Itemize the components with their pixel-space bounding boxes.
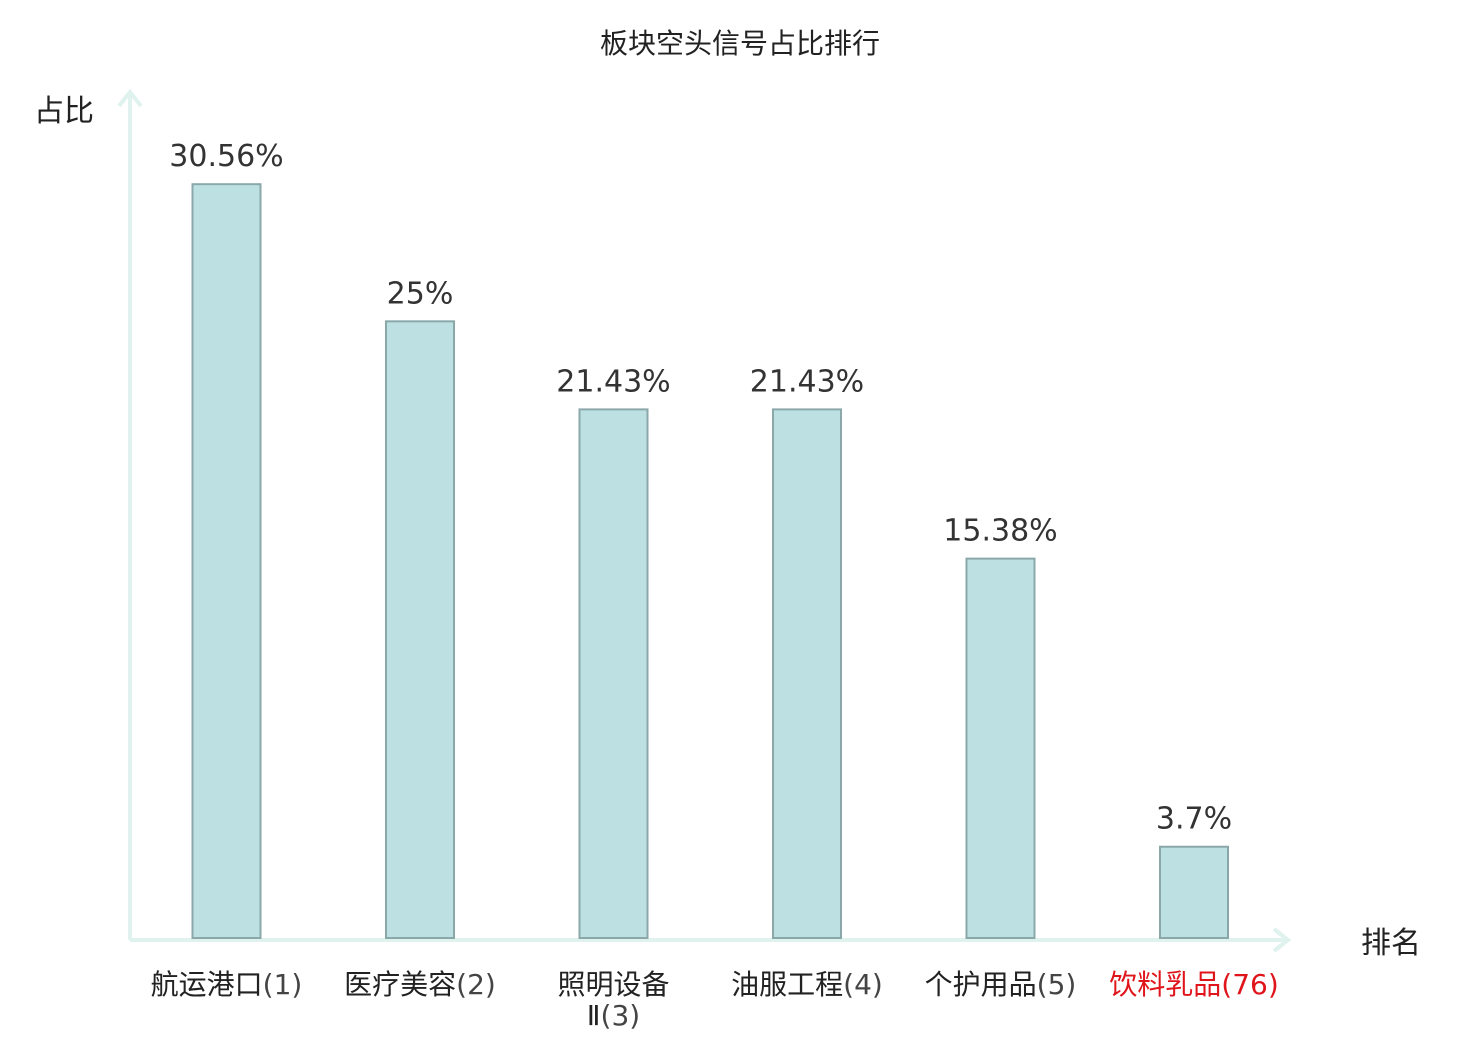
- bar-6: [1159, 845, 1229, 940]
- y-axis-arrow: [117, 88, 143, 108]
- x-tick-label-6: 饮料乳品(76): [1109, 968, 1279, 1001]
- x-tick-label-1: 航运港口(1): [151, 968, 303, 1001]
- bar-1: [191, 183, 262, 940]
- x-tick-label-5: 个护用品(5): [925, 968, 1077, 1001]
- x-tick-label-2: 医疗美容(2): [344, 968, 496, 1001]
- y-axis-label: 占比: [34, 94, 94, 129]
- value-label-1: 30.56%: [169, 139, 283, 174]
- chart-title: 板块空头信号占比排行: [600, 27, 880, 60]
- x-tick-label-4: 油服工程(4): [731, 968, 883, 1001]
- x-tick-labels: 航运港口(1) 医疗美容(2) 照明设备 Ⅱ(3) 油服工程(4) 个护用品(5) 饮料乳品…: [151, 968, 1279, 1032]
- bar-3: [578, 408, 649, 940]
- value-label-5: 15.38%: [943, 514, 1057, 549]
- x-axis-arrow: [1272, 927, 1292, 953]
- x-axis: [130, 927, 1292, 953]
- bar-2: [385, 320, 455, 940]
- value-label-2: 25%: [387, 276, 454, 311]
- bar-5: [965, 557, 1036, 939]
- y-axis: [117, 88, 143, 940]
- value-label-3: 21.43%: [556, 364, 670, 399]
- x-tick-label-3: 照明设备 Ⅱ(3): [557, 968, 669, 1032]
- value-labels: 30.56% 25% 21.43% 21.43% 15.38% 3.7%: [169, 139, 1232, 837]
- value-label-4: 21.43%: [750, 364, 864, 399]
- value-label-6: 3.7%: [1156, 802, 1232, 837]
- bar-series: [191, 183, 1229, 940]
- x-axis-label: 排名: [1361, 926, 1421, 961]
- bar-4: [772, 408, 842, 940]
